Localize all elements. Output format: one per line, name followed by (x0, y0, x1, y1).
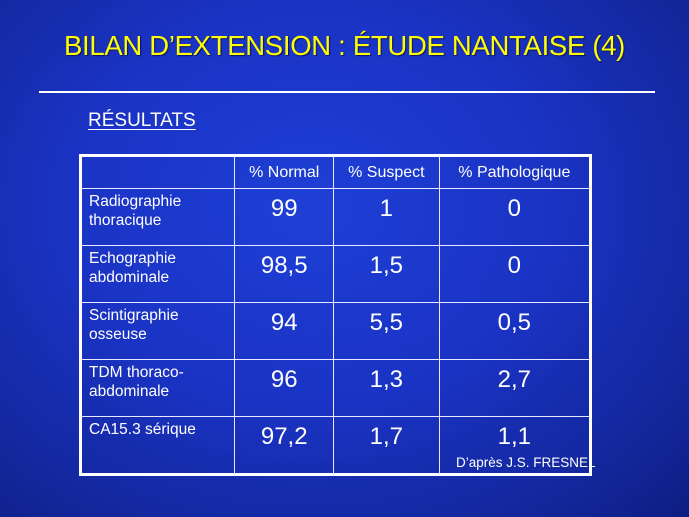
cell-suspect: 1,5 (333, 245, 440, 303)
table-row: CA15.3 sérique 97,2 1,7 1,1 (79, 416, 592, 475)
cell-normal: 99 (234, 188, 335, 246)
cell-suspect: 1 (333, 188, 440, 246)
cell-normal: 96 (234, 359, 335, 417)
cell-normal: 98,5 (234, 245, 335, 303)
row-label-line2: abdominale (89, 269, 170, 286)
row-label-line2: abdominale (89, 383, 170, 400)
cell-normal: 97,2 (234, 416, 335, 475)
header-suspect: % Suspect (333, 155, 440, 189)
cell-suspect: 1,3 (333, 359, 440, 417)
row-label-line1: TDM thoraco- (89, 364, 184, 381)
header-corner-cell (79, 155, 236, 189)
cell-pathologique: 1,1 (438, 416, 592, 475)
row-label-line2: thoracique (89, 212, 162, 229)
cell-suspect: 5,5 (333, 302, 440, 360)
table-header-row: % Normal % Suspect % Pathologique (79, 155, 592, 189)
row-label: Radiographie thoracique (79, 188, 236, 246)
cell-normal: 94 (234, 302, 335, 360)
row-label: CA15.3 sérique (79, 416, 236, 475)
source-credit: D’après J.S. FRESNEL (456, 455, 596, 470)
section-subtitle: RÉSULTATS (88, 110, 196, 131)
title-divider (39, 91, 655, 93)
table-row: Radiographie thoracique 99 1 0 (79, 188, 592, 246)
table-row: Scintigraphie osseuse 94 5,5 0,5 (79, 302, 592, 360)
cell-pathologique: 0,5 (438, 302, 592, 360)
cell-suspect: 1,7 (333, 416, 440, 475)
row-label-line2: osseuse (89, 326, 147, 343)
header-normal: % Normal (234, 155, 335, 189)
row-label-line1: Scintigraphie (89, 307, 179, 324)
row-label-line1: Echographie (89, 250, 177, 267)
cell-pathologique: 0 (438, 245, 592, 303)
table-row: TDM thoraco-abdominale 96 1,3 2,7 (79, 359, 592, 417)
cell-pathologique: 2,7 (438, 359, 592, 417)
slide-title: BILAN D’EXTENSION : ÉTUDE NANTAISE (4) (63, 30, 626, 61)
row-label: Scintigraphie osseuse (79, 302, 236, 360)
row-label: Echographie abdominale (79, 245, 236, 303)
row-label: TDM thoraco-abdominale (79, 359, 236, 417)
results-table: % Normal % Suspect % Pathologique Radiog… (79, 154, 592, 476)
table-row: Echographie abdominale 98,5 1,5 0 (79, 245, 592, 303)
header-pathologique: % Pathologique (438, 155, 592, 189)
row-label-line1: Radiographie (89, 193, 182, 210)
row-label-line1: CA15.3 sérique (89, 421, 196, 438)
cell-pathologique: 0 (438, 188, 592, 246)
